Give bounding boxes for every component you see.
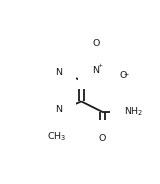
Text: O: O — [119, 71, 127, 80]
Text: CH$_3$: CH$_3$ — [47, 130, 66, 143]
Text: O: O — [99, 134, 106, 143]
Text: N: N — [92, 66, 99, 75]
Text: −: − — [124, 71, 129, 76]
Text: +: + — [97, 63, 103, 68]
Text: NH$_2$: NH$_2$ — [124, 106, 144, 118]
Text: N: N — [55, 68, 62, 77]
Text: O: O — [92, 39, 99, 48]
Text: N: N — [55, 105, 62, 114]
